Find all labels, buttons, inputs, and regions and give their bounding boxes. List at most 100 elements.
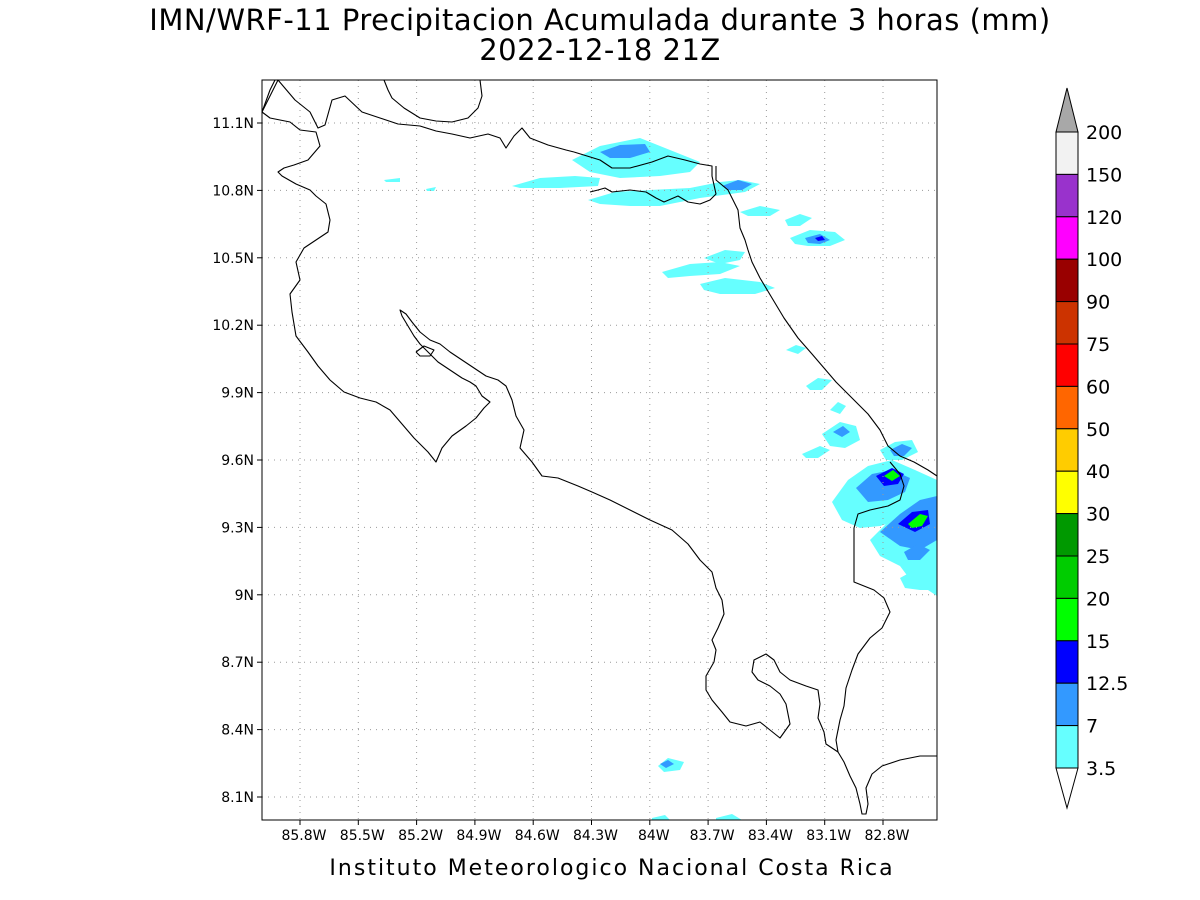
colorbar-segment — [1055, 682, 1079, 727]
lat-tick-label: 10.5N — [212, 251, 254, 267]
lat-tick-label: 8.1N — [221, 790, 254, 806]
colorbar-segment — [1055, 640, 1079, 684]
lat-tick-label: 10.8N — [212, 183, 254, 199]
precip-moderate — [833, 426, 850, 437]
colorbar-segment — [1055, 725, 1079, 769]
lon-tick-label: 85.2W — [398, 828, 443, 844]
lat-tick-label: 11.1N — [212, 116, 254, 132]
map-grid — [262, 80, 937, 820]
precip-light — [842, 494, 862, 512]
colorbar-segment — [1055, 258, 1079, 303]
colorbar-segment — [1055, 428, 1079, 472]
lon-tick-label: 83.4W — [748, 828, 793, 844]
precip-light — [384, 178, 400, 182]
colorbar-segment — [1055, 385, 1079, 430]
colorbar-segment — [1055, 216, 1079, 260]
colorbar-label: 3.5 — [1086, 758, 1116, 780]
colorbar-label: 7 — [1086, 716, 1098, 738]
colorbar-label: 90 — [1086, 292, 1110, 314]
lon-tick-label: 84W — [638, 828, 670, 844]
colorbar-label: 12.5 — [1086, 673, 1128, 695]
lat-tick-label: 9.6N — [221, 453, 254, 469]
map-frame — [261, 79, 938, 821]
precip-light — [716, 814, 742, 820]
nicaragua-border — [573, 151, 717, 205]
colorbar-segment — [1055, 555, 1079, 599]
colorbar-under-arrow — [1055, 767, 1079, 810]
precip-very-heavy — [908, 514, 928, 528]
map-title: IMN/WRF-11 Precipitacion Acumulada duran… — [149, 3, 1051, 37]
colorbar-label: 60 — [1086, 376, 1110, 398]
colorbar-segment — [1055, 131, 1079, 175]
precip-moderate — [890, 444, 912, 456]
nicaragua-north-coast — [261, 79, 276, 113]
precip-light — [785, 214, 812, 226]
lon-tick-label: 84.9W — [456, 828, 501, 844]
precip-cell — [384, 138, 937, 820]
lat-tick-label: 8.7N — [221, 655, 254, 671]
lon-tick-label: 83.1W — [806, 828, 851, 844]
lon-tick-label: 84.3W — [573, 828, 618, 844]
precip-light — [700, 278, 775, 294]
colorbar-label: 40 — [1086, 461, 1110, 483]
institution-footer: Instituto Meteorologico Nacional Costa R… — [329, 856, 895, 881]
precip-light — [740, 206, 780, 216]
lat-tick-label: 8.4N — [221, 723, 254, 739]
colorbar-segment — [1055, 597, 1079, 642]
lon-tick-label: 84.6W — [515, 828, 560, 844]
precip-light — [572, 138, 700, 178]
panama-border — [835, 461, 905, 753]
colorbar-label: 200 — [1086, 122, 1122, 144]
lon-tick-label: 83.7W — [690, 828, 735, 844]
precip-light — [806, 378, 832, 390]
precip-moderate — [722, 180, 752, 190]
colorbar-label: 150 — [1086, 164, 1122, 186]
colorbar-segment — [1055, 301, 1079, 345]
lat-tick-label: 10.2N — [212, 318, 254, 334]
pacific-coast — [261, 79, 937, 815]
precip-light — [652, 815, 670, 820]
precip-light — [786, 345, 806, 354]
colorbar-segment — [1055, 343, 1079, 387]
colorbar: 200 150 120 100 90 75 60 50 40 30 25 20 15 12.5 7 3.5 — [1055, 87, 1128, 810]
colorbar-segment — [1055, 470, 1079, 515]
colorbar-label: 30 — [1086, 504, 1110, 526]
precip-moderate — [600, 144, 650, 158]
nicoya-inlet — [415, 345, 435, 357]
colorbar-label: 100 — [1086, 249, 1122, 271]
colorbar-label: 75 — [1086, 334, 1110, 356]
precip-moderate — [660, 760, 674, 768]
precipitation-layer — [384, 138, 937, 820]
colorbar-segment — [1055, 513, 1079, 557]
precip-light — [662, 262, 740, 278]
precip-light — [512, 176, 600, 188]
lon-tick-label: 82.8W — [864, 828, 909, 844]
precip-light — [900, 568, 937, 590]
caribbean-coast-north — [715, 166, 938, 477]
precip-light — [588, 180, 760, 206]
coastline-layer — [261, 79, 938, 815]
colorbar-label: 120 — [1086, 207, 1122, 229]
lat-tick-label: 9.3N — [221, 520, 254, 536]
precip-light — [704, 250, 745, 264]
lat-tick-label: 9N — [235, 588, 254, 604]
colorbar-label: 15 — [1086, 631, 1110, 653]
lon-tick-label: 85.5W — [340, 828, 385, 844]
lake-shore-south — [383, 79, 483, 123]
lon-tick-label: 85.8W — [281, 828, 326, 844]
precip-heavy — [815, 236, 825, 241]
map-subtitle: 2022-12-18 21Z — [479, 33, 721, 67]
precip-light — [830, 402, 846, 414]
precip-moderate — [904, 544, 930, 560]
lake-shore — [277, 79, 575, 153]
precip-very-heavy — [884, 470, 900, 481]
longitude-axis: 85.8W 85.5W 85.2W 84.9W 84.6W 84.3W 84W 83.7W 83… — [281, 820, 910, 844]
colorbar-label: 50 — [1086, 419, 1110, 441]
colorbar-segment — [1055, 173, 1079, 218]
precip-light — [802, 446, 830, 458]
precip-light — [426, 187, 436, 191]
latitude-axis: 11.1N 10.8N 10.5N 10.2N 9.9N 9.6N 9.3N 9N 8.7N 8.… — [212, 116, 262, 806]
colorbar-label: 20 — [1086, 588, 1110, 610]
colorbar-over-arrow — [1055, 87, 1079, 133]
